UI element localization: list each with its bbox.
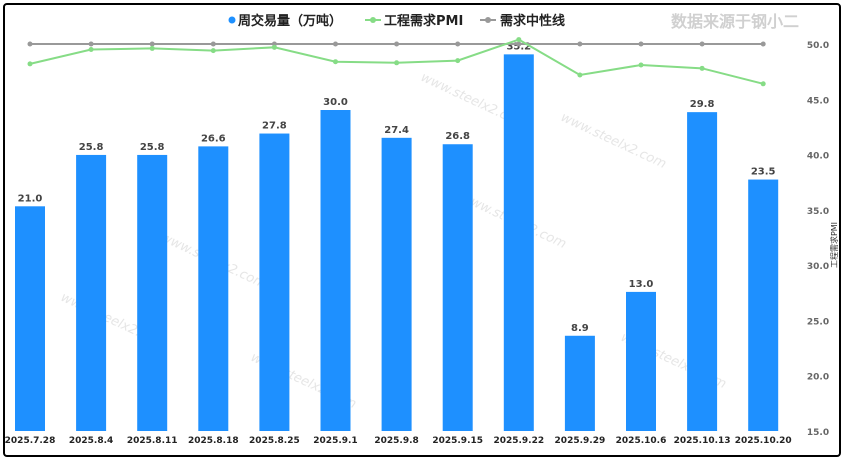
bar-label: 23.5 [751, 167, 776, 178]
bar-label: 29.8 [690, 99, 715, 110]
bar [503, 54, 534, 432]
bar-label: 26.8 [445, 131, 470, 142]
x-tick-label: 2025.8.4 [69, 436, 113, 446]
bar [259, 133, 290, 432]
series-point [210, 41, 216, 47]
x-tick-label: 2025.9.8 [374, 436, 418, 446]
bar-label: 13.0 [629, 279, 654, 290]
y-tick-label: 20.0 [807, 373, 829, 383]
bar-label: 30.0 [323, 97, 348, 108]
y-tick-label: 45.0 [807, 96, 829, 106]
series-point [271, 44, 277, 50]
legend-marker-point [485, 17, 491, 23]
x-tick-label: 2025.8.18 [188, 436, 239, 446]
bar-label: 25.8 [140, 142, 165, 153]
series-point [577, 41, 583, 47]
bar-label: 27.4 [384, 125, 409, 136]
series-point [333, 41, 338, 47]
y-axis-label: 工程需求PMI [829, 222, 839, 268]
series-point [699, 65, 705, 71]
bar [76, 154, 107, 431]
series-point [516, 41, 522, 47]
legend-label: 需求中性线 [500, 13, 565, 29]
series-point [455, 58, 461, 64]
right-y-axis: 15.0 20.0 25.0 30.0 35.0 40.0 45.0 50.0 工程需求PMI [807, 41, 839, 438]
series-point [699, 41, 705, 47]
bar [15, 206, 45, 431]
x-tick-label: 2025.9.15 [432, 436, 483, 446]
x-tick-label: 2025.8.25 [249, 436, 300, 446]
y-tick-label: 25.0 [807, 317, 829, 327]
series-point [210, 48, 216, 54]
series-point [760, 81, 766, 87]
lines [27, 37, 766, 87]
bar [137, 154, 168, 431]
x-tick-label: 2025.10.6 [616, 436, 667, 446]
bar-label: 27.8 [262, 121, 287, 132]
x-tick-label: 2025.10.20 [735, 436, 792, 446]
bar-label: 21.0 [18, 193, 43, 204]
series-point [88, 47, 94, 53]
bar-label: 35.2 [506, 41, 531, 52]
series-point [88, 41, 94, 47]
y-tick-label: 50.0 [807, 41, 829, 51]
x-tick-label: 2025.8.11 [127, 436, 178, 446]
series-point [333, 59, 338, 65]
series-point [516, 37, 522, 43]
series-point [394, 41, 400, 47]
series-point [455, 41, 461, 47]
source-note: 数据来源于钢小二 [671, 12, 799, 31]
bar [564, 335, 595, 431]
y-tick-label: 15.0 [807, 428, 829, 438]
bar-label: 8.9 [571, 323, 589, 334]
series-point [394, 60, 400, 66]
bar [748, 179, 779, 431]
x-axis: 2025.7.28 2025.8.4 2025.8.11 2025.8.18 2025.… [5, 436, 792, 446]
chart-frame [3, 3, 841, 457]
series-point [149, 41, 155, 47]
series-point [149, 45, 155, 51]
bar [198, 146, 229, 431]
x-tick-label: 2025.9.22 [493, 436, 544, 446]
y-tick-label: 35.0 [807, 207, 829, 217]
bar-label: 25.8 [79, 142, 104, 153]
bar [687, 112, 718, 431]
legend-label: 工程需求PMI [384, 13, 463, 29]
x-tick-label: 2025.7.28 [5, 436, 56, 446]
series-point [638, 62, 644, 68]
bar [442, 144, 473, 432]
x-tick-label: 2025.10.13 [674, 436, 731, 446]
y-tick-label: 30.0 [807, 262, 829, 272]
bar-label: 26.6 [201, 133, 226, 144]
x-tick-label: 2025.9.1 [313, 436, 357, 446]
x-tick-label: 2025.9.29 [555, 436, 606, 446]
series-point [760, 41, 766, 47]
bar [381, 137, 412, 431]
watermark-text: www.steelx2.com [558, 110, 668, 172]
series-point [638, 41, 644, 47]
series-point [27, 61, 33, 67]
legend-marker-bar [228, 16, 236, 24]
y-tick-label: 40.0 [807, 152, 829, 162]
bar [320, 110, 351, 431]
series-point [27, 41, 33, 47]
legend-label: 周交易量（万吨） [238, 13, 342, 29]
bars: 21.0 25.8 25.8 26.6 27.8 30.0 27.4 26.8 35.2 8.9 1… [15, 41, 779, 432]
legend: 周交易量（万吨） 工程需求PMI 需求中性线 [228, 13, 565, 29]
bar [626, 291, 656, 431]
legend-marker-point [370, 17, 376, 23]
series-point [577, 72, 583, 78]
